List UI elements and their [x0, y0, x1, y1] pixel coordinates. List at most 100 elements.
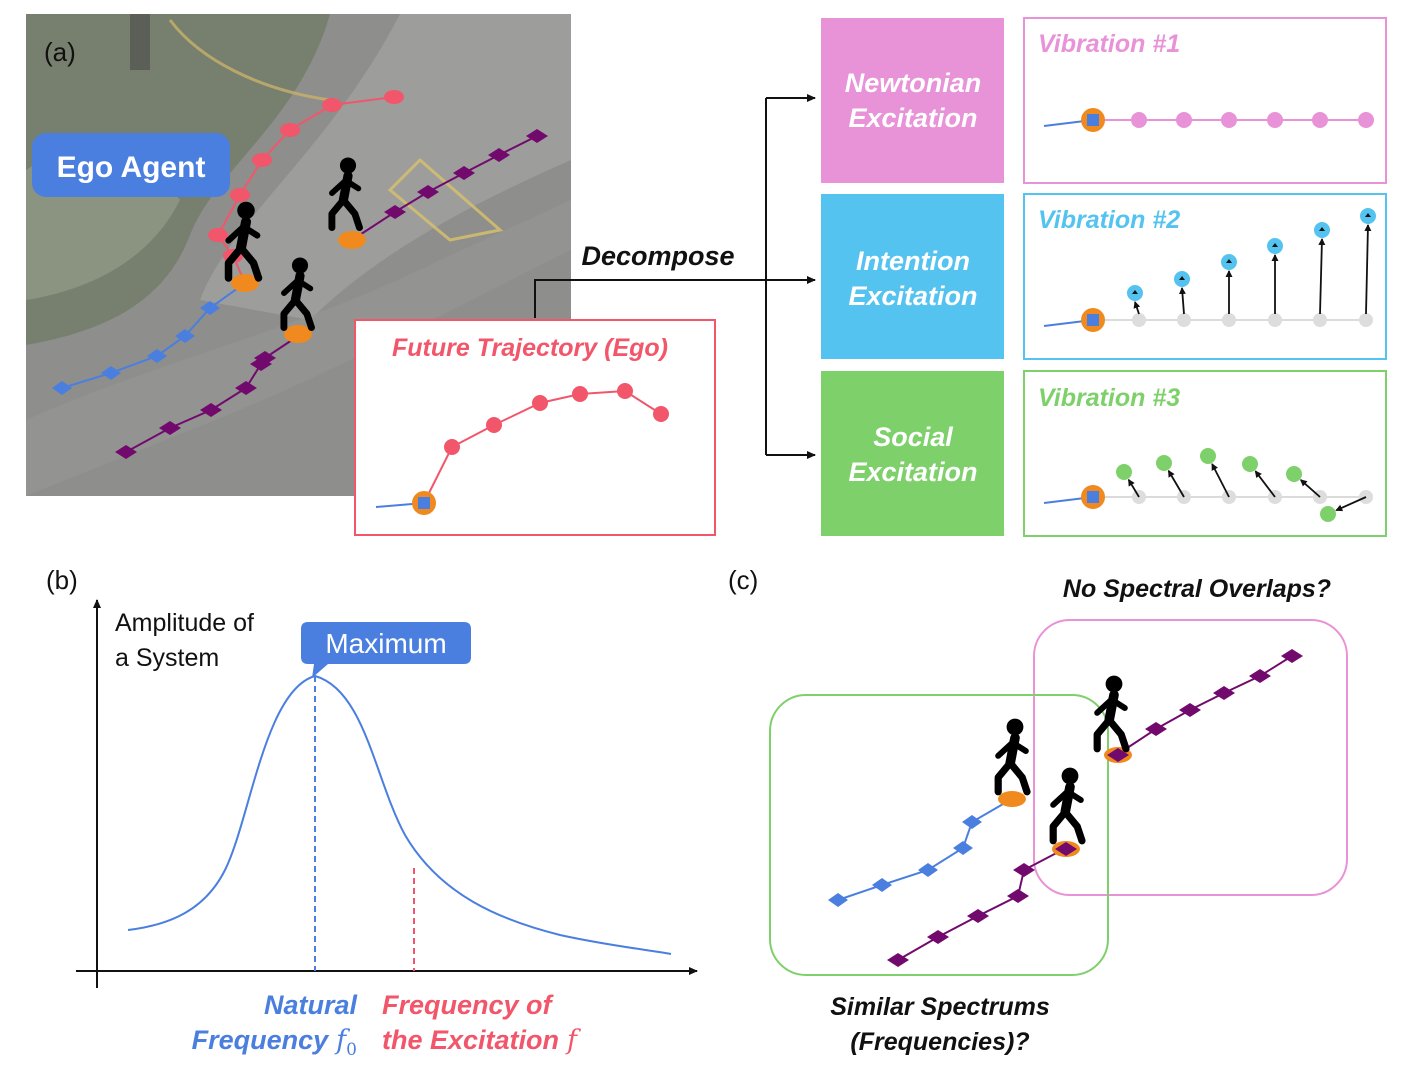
excitation-frequency-symbol: f — [565, 1025, 581, 1056]
excitation-frequency-text: the Excitation — [382, 1025, 559, 1055]
ego-past-path — [61, 282, 246, 389]
vib3-point — [1156, 455, 1172, 471]
ego-future-point — [208, 228, 228, 242]
vibration-2-plot — [1043, 208, 1376, 332]
vib2-arrow — [1133, 301, 1141, 315]
similar-spectrums-line2: (Frequencies)? — [850, 1028, 1029, 1056]
ego-future-point — [384, 90, 404, 104]
future-point — [617, 383, 633, 399]
intention-line1: Intention — [856, 246, 970, 276]
neighbor-1-position — [338, 231, 366, 249]
future-point — [572, 386, 588, 402]
neighbor-1-point — [417, 185, 439, 199]
vib2-arrow — [1178, 287, 1186, 315]
ego-agent-callout: Ego Agent — [32, 133, 230, 197]
c-ego-point — [872, 878, 892, 892]
vib3-anchor-square — [1087, 491, 1099, 503]
vib3-arrow — [1299, 479, 1321, 498]
vib3-point — [1320, 506, 1336, 522]
panel-a: (a) Ego Agent Decompose Future Trajector… — [26, 14, 1387, 537]
c-neighbor-2-point — [927, 930, 949, 944]
c-neighbor-1-path — [1117, 655, 1293, 755]
ego-future-point — [230, 188, 250, 202]
c-ego-path — [837, 799, 1011, 901]
vib3-point — [1116, 464, 1132, 480]
panel-b-label: (b) — [46, 565, 78, 595]
neighbor-1-point — [488, 148, 510, 162]
neighbor-2-point — [200, 403, 222, 417]
natural-frequency-line2: Frequency f0 — [192, 1025, 357, 1060]
future-trajectory-title: Future Trajectory (Ego) — [392, 334, 668, 362]
vib1-point — [1312, 112, 1328, 128]
vib2-base-point — [1313, 313, 1327, 327]
vib1-point — [1221, 112, 1237, 128]
vib2-arrowhead — [1365, 213, 1371, 217]
c-neighbor-2-pedestrian — [1053, 768, 1082, 841]
natural-frequency-subscript: 0 — [346, 1040, 357, 1060]
vib3-point — [1242, 456, 1258, 472]
newtonian-line1: Newtonian — [845, 68, 982, 98]
ego-agent-label: Ego Agent — [57, 151, 206, 184]
excitation-intention: Intention Excitation — [821, 194, 1004, 359]
c-ego-point — [828, 893, 848, 907]
social-line2: Excitation — [848, 457, 977, 487]
panel-c-label: (c) — [728, 565, 758, 595]
neighbor-1-path — [351, 135, 538, 241]
pink-region — [1033, 619, 1348, 896]
ego-past-point — [147, 349, 167, 363]
ego-future-point — [322, 98, 342, 112]
maximum-callout: Maximum — [301, 622, 471, 678]
vibration-1-plot — [1043, 108, 1374, 132]
c-neighbor-2-point — [1007, 889, 1029, 903]
c-ego-point — [918, 863, 938, 877]
vib3-arrow — [1211, 463, 1230, 498]
c-neighbor-1-point — [1281, 649, 1303, 663]
newtonian-line2: Excitation — [848, 103, 977, 133]
future-trajectory-box: Future Trajectory (Ego) — [354, 319, 716, 536]
intention-line2: Excitation — [848, 281, 977, 311]
natural-frequency-text: Frequency — [192, 1025, 331, 1055]
panel-a-label: (a) — [44, 37, 76, 67]
excitation-newtonian: Newtonian Excitation — [821, 18, 1004, 183]
vib3-point — [1200, 448, 1216, 464]
vib2-arrowhead — [1226, 259, 1232, 263]
c-neighbor-1-point — [1249, 669, 1271, 683]
vib2-base-point — [1177, 313, 1191, 327]
natural-frequency-line1: Natural — [264, 990, 358, 1020]
vib1-point — [1176, 112, 1192, 128]
y-axis-label-line2: a System — [115, 644, 219, 672]
resonance-curve — [127, 674, 672, 955]
future-point — [444, 439, 460, 455]
vib2-arrow — [1318, 238, 1326, 315]
neighbor-1-point — [526, 129, 548, 143]
panel-c: (c) No Spectral Overlaps? Similar Spectr… — [728, 565, 1348, 1056]
ego-past-point — [175, 329, 195, 343]
green-region — [769, 694, 1109, 976]
neighbor-1-point — [384, 205, 406, 219]
vib3-arrow — [1127, 478, 1140, 498]
future-point — [653, 406, 669, 422]
vib3-arrow — [1335, 496, 1367, 512]
vibration-1-title: Vibration #1 — [1038, 30, 1180, 58]
c-neighbor-1-pedestrian — [1097, 676, 1126, 749]
vib2-arrowhead — [1272, 243, 1278, 247]
y-axis-label-line1: Amplitude of — [115, 609, 254, 637]
decompose-label: Decompose — [581, 241, 734, 271]
excitation-frequency-line2: the Excitation f — [382, 1025, 581, 1056]
c-neighbor-1-point — [1145, 722, 1167, 736]
vib2-arrowhead — [1132, 290, 1138, 294]
vib2-base-point — [1359, 313, 1373, 327]
vib1-point — [1131, 112, 1147, 128]
neighbor-2-point — [115, 445, 137, 459]
c-neighbor-2-point — [967, 909, 989, 923]
social-line1: Social — [873, 422, 953, 452]
ego-past-point — [200, 301, 220, 315]
c-neighbor-2-path — [897, 847, 1067, 961]
decompose-arrows — [534, 94, 816, 459]
c-neighbor-1-current — [1107, 748, 1129, 762]
vib2-arrowhead — [1179, 276, 1185, 280]
vib2-base-point — [1222, 313, 1236, 327]
c-neighbor-2-point — [1013, 863, 1035, 877]
